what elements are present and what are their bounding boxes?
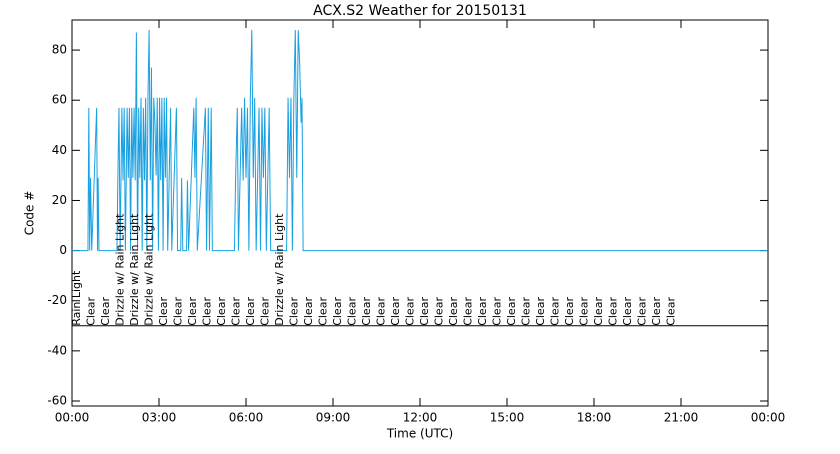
x-tick-label: 09:00 — [316, 411, 351, 425]
weather-label: Clear — [374, 297, 387, 326]
weather-label: Clear — [99, 297, 112, 326]
weather-label: Clear — [635, 297, 648, 326]
weather-label: Clear — [200, 297, 213, 326]
weather-label: Clear — [563, 297, 576, 326]
weather-label: Clear — [287, 297, 300, 326]
y-tick-label: 60 — [52, 93, 67, 107]
weather-label: Clear — [664, 297, 677, 326]
weather-label: Clear — [577, 297, 590, 326]
weather-label: Clear — [389, 297, 402, 326]
weather-label: Drizzle w/ Rain Light — [273, 213, 286, 326]
weather-label: Clear — [490, 297, 503, 326]
y-tick-label: 20 — [52, 193, 67, 207]
y-tick-label: 0 — [59, 243, 67, 257]
plot-frame — [71, 19, 769, 407]
weather-label: Clear — [360, 297, 373, 326]
y-tick-label: -20 — [47, 293, 67, 307]
y-tick-label: -40 — [47, 343, 67, 357]
weather-label: Clear — [244, 297, 257, 326]
x-tick-label: 21:00 — [664, 411, 699, 425]
weather-label: Drizzle w/ Rain Light — [128, 213, 141, 326]
weather-label: Clear — [229, 297, 242, 326]
weather-label: Clear — [302, 297, 315, 326]
weather-label: Clear — [534, 297, 547, 326]
weather-label: Clear — [186, 297, 199, 326]
weather-label: Drizzle w/ Rain Light — [142, 213, 155, 326]
weather-label: Clear — [316, 297, 329, 326]
y-tick-label: 80 — [52, 43, 67, 57]
weather-label: Clear — [505, 297, 518, 326]
weather-label: Clear — [403, 297, 416, 326]
x-axis-label: Time (UTC) — [386, 427, 453, 441]
x-tick-label: 12:00 — [403, 411, 438, 425]
weather-label: Clear — [621, 297, 634, 326]
y-tick-label: 40 — [52, 143, 67, 157]
weather-label: Clear — [157, 297, 170, 326]
weather-label: Clear — [476, 297, 489, 326]
weather-label: Clear — [461, 297, 474, 326]
weather-label: Clear — [215, 297, 228, 326]
x-tick-label: 00:00 — [751, 411, 786, 425]
weather-label: Clear — [650, 297, 663, 326]
weather-label: Clear — [345, 297, 358, 326]
weather-label: Clear — [548, 297, 561, 326]
weather-label: Clear — [258, 297, 271, 326]
x-tick-label: 00:00 — [55, 411, 90, 425]
weather-label: Drizzle w/ Rain Light — [113, 213, 126, 326]
x-tick-label: 06:00 — [229, 411, 264, 425]
weather-label: Clear — [606, 297, 619, 326]
data-line — [72, 30, 768, 252]
weather-label: Clear — [519, 297, 532, 326]
y-axis-label: Code # — [23, 191, 37, 236]
chart-title: ACX.S2 Weather for 20150131 — [313, 3, 527, 19]
weather-label: Clear — [432, 297, 445, 326]
weather-label: Rain Light — [70, 270, 83, 326]
weather-label: Clear — [418, 297, 431, 326]
weather-label: Clear — [592, 297, 605, 326]
x-tick-label: 03:00 — [142, 411, 177, 425]
weather-label: Clear — [171, 297, 184, 326]
x-tick-label: 15:00 — [490, 411, 525, 425]
weather-label: Clear — [84, 297, 97, 326]
weather-label: Clear — [447, 297, 460, 326]
weather-label: Clear — [331, 297, 344, 326]
x-tick-label: 18:00 — [577, 411, 612, 425]
y-tick-label: -60 — [47, 393, 67, 407]
